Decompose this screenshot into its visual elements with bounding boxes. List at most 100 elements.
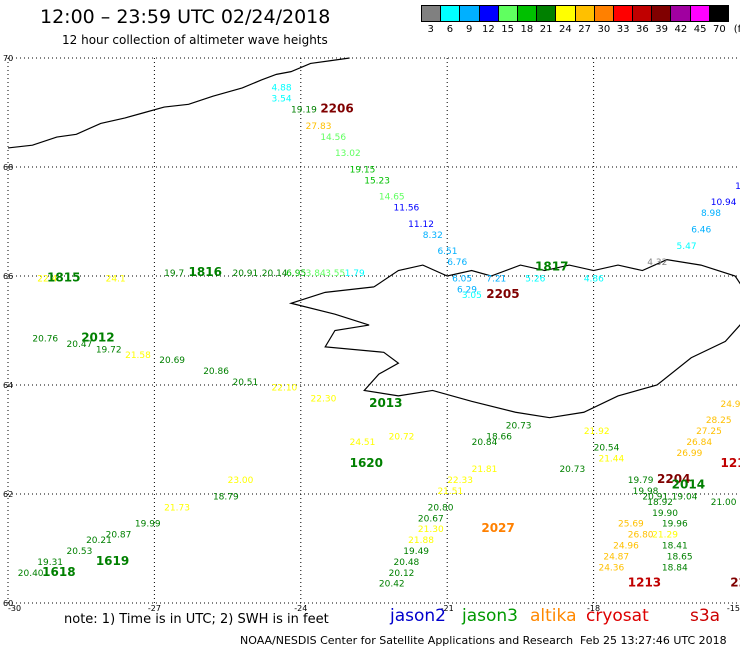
- wave-height-label: 22.33: [447, 476, 473, 486]
- lon-tick-label: -18: [587, 604, 600, 613]
- color-scale-label: 27: [578, 24, 591, 35]
- color-scale-label: 12: [482, 24, 495, 35]
- footer-credit: NOAA/NESDIS Center for Satellite Applica…: [240, 634, 574, 647]
- wave-height-label: 14.65: [379, 193, 405, 203]
- wave-height-label: 6.46: [691, 225, 711, 235]
- wave-height-label: 24.51: [350, 438, 376, 448]
- page-title: 12:00 – 23:59 UTC 02/24/2018: [40, 6, 331, 28]
- wave-height-label: 21.58: [125, 351, 151, 361]
- wave-height-label: 18.79: [213, 492, 239, 502]
- wave-height-label: 20.67: [418, 514, 444, 524]
- wave-height-label: 19.15: [350, 165, 376, 175]
- wave-height-label: 20.54: [594, 443, 620, 453]
- color-scale-swatch: [479, 6, 499, 21]
- legend-jason3: jason3: [462, 606, 518, 626]
- wave-height-label: 19.72: [96, 345, 122, 355]
- wave-height-label: 21.44: [598, 454, 624, 464]
- wave-height-label: 8.98: [701, 209, 721, 219]
- wave-height-label: 20.47: [67, 340, 93, 350]
- wave-height-label: 20.40: [18, 569, 44, 579]
- wave-height-label: 20.73: [506, 422, 532, 432]
- footer-timestamp: Feb 25 13:27:46 UTC 2018: [580, 634, 727, 647]
- color-scale-label: 18: [520, 24, 534, 35]
- wave-height-label: 20.48: [394, 558, 420, 568]
- wave-height-label: 24.96: [613, 542, 639, 552]
- lon-tick-label: -21: [441, 604, 454, 613]
- color-scale-swatch: [556, 6, 576, 21]
- wave-height-label: 19.04: [672, 492, 698, 502]
- color-scale-unit: (ft): [733, 24, 740, 35]
- wave-height-label: 27.83: [306, 122, 332, 132]
- color-scale-label: 24: [559, 24, 572, 35]
- wave-height-label: 21.29: [652, 531, 678, 541]
- wave-height-label: 6.76: [447, 258, 467, 268]
- wave-height-label: 10.94: [711, 198, 737, 208]
- lat-tick-label: 62: [3, 490, 13, 499]
- lat-tick-label: 70: [3, 54, 13, 63]
- iceland-coastline: [288, 259, 740, 419]
- lon-tick-label: -30: [8, 604, 21, 613]
- legend-altika: altika: [530, 606, 577, 626]
- wave-height-label: 19.19: [291, 106, 317, 116]
- legend-cryosat: cryosat: [586, 606, 649, 626]
- wave-height-label: 19.79: [628, 476, 654, 486]
- wave-height-label: 25.69: [618, 520, 644, 530]
- color-scale-swatch: [633, 6, 653, 21]
- wave-height-label: 8.32: [423, 231, 443, 241]
- wave-height-label: 20.91: [232, 269, 258, 279]
- wave-height-label: 6.51: [437, 247, 457, 257]
- color-scale-swatch: [422, 6, 442, 21]
- wave-height-label: 11.12: [408, 220, 434, 230]
- wave-height-label: 19.99: [135, 520, 161, 530]
- color-scale-label: 21: [539, 24, 553, 35]
- wave-height-label: 1.79: [345, 269, 365, 279]
- color-scale-swatch: [517, 6, 538, 21]
- lat-tick-label: 60: [3, 599, 13, 608]
- wave-height-label: 21.88: [408, 536, 434, 546]
- wave-height-label: 20.12: [389, 569, 415, 579]
- wave-height-label: 21.51: [437, 487, 463, 497]
- color-scale-label: 15: [501, 24, 514, 35]
- wave-height-label: 19.90: [652, 509, 678, 519]
- wave-height-label: 18.84: [662, 563, 688, 573]
- wave-height-label: 20.69: [159, 356, 185, 366]
- wave-height-label: 20.53: [67, 547, 93, 557]
- coastline: [7, 57, 740, 419]
- lat-tick-label: 64: [3, 381, 13, 390]
- wave-height-label: 20.51: [232, 378, 258, 388]
- wave-height-label: 3.55: [325, 269, 345, 279]
- track-time-label: 2013: [369, 396, 402, 410]
- wave-height-label: 20.21: [86, 536, 112, 546]
- track-time-label: 2014: [672, 478, 705, 492]
- wave-height-label: 21.73: [164, 503, 190, 513]
- wave-height-label: 3.05: [462, 291, 482, 301]
- wave-height-label: 20.72: [389, 433, 415, 443]
- color-scale-label: 33: [616, 24, 630, 35]
- lon-tick-label: -15: [727, 604, 740, 613]
- wave-height-label: 27.25: [696, 427, 722, 437]
- track-time-label: 1817: [535, 260, 568, 274]
- wave-height-label: 18.65: [667, 552, 693, 562]
- note-text: note: 1) Time is in UTC; 2) SWH is in fe…: [64, 612, 329, 627]
- wave-height-label: 20.14: [262, 269, 288, 279]
- track-time-label: 1816: [189, 265, 222, 279]
- latitude-labels: 70 68 66 64 62 60: [3, 54, 13, 608]
- lat-lon-grid: [7, 57, 740, 604]
- color-scale-swatch: [498, 6, 518, 21]
- wave-height-label: 26.80: [628, 531, 654, 541]
- track-time-label: 2206: [320, 102, 353, 116]
- color-scale-swatch: [652, 6, 672, 21]
- color-scale-label: 70: [713, 24, 726, 35]
- track-time-label: 2027: [481, 521, 514, 535]
- color-scale-swatch: [537, 6, 557, 21]
- wave-height-label: 4.86: [584, 274, 604, 284]
- color-scale-swatch: [709, 6, 728, 21]
- wave-height-label: 3.84: [306, 269, 326, 279]
- color-scale-label: 39: [655, 24, 668, 35]
- track-time-label: 2012: [81, 330, 114, 344]
- wave-height-label: 22.4: [37, 274, 57, 284]
